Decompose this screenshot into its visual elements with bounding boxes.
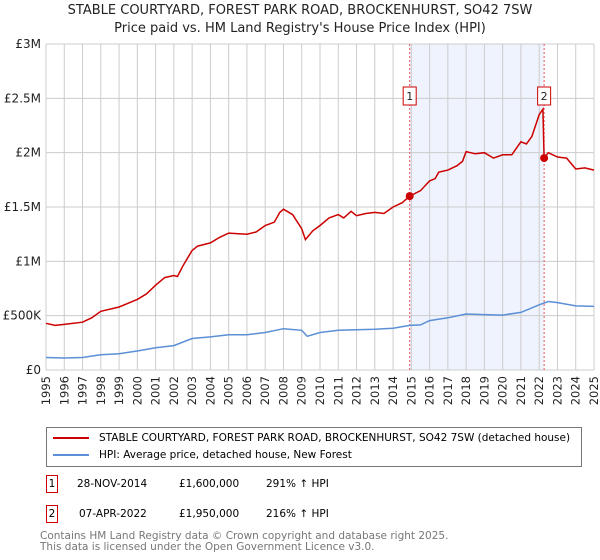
price-chart: £0 £500K £1M £1.5M £2M £2.5M £3M 1995 1996 1997 19… — [3, 37, 600, 405]
x-tick-label: 2023 — [550, 376, 564, 405]
x-tick-label: 2024 — [569, 376, 583, 405]
x-tick-label: 1996 — [57, 376, 71, 405]
footer-copyright: Contains HM Land Registry data © Crown c… — [40, 530, 449, 542]
x-tick-label: 2021 — [514, 376, 528, 405]
legend-item-hpi: HPI: Average price, detached house, New … — [53, 449, 352, 461]
x-tick-label: 2012 — [350, 376, 364, 405]
footer: Contains HM Land Registry data © Crown c… — [40, 531, 448, 553]
x-tick-label: 1995 — [39, 376, 53, 405]
transaction-price: £1,600,000 — [179, 478, 240, 490]
x-tick-label: 1998 — [94, 376, 108, 405]
x-tick-label: 2006 — [240, 376, 254, 405]
x-tick-label: 2007 — [258, 376, 272, 405]
x-tick-label: 2019 — [477, 376, 491, 405]
legend-item-property: STABLE COURTYARD, FOREST PARK ROAD, BROC… — [53, 432, 570, 444]
x-tick-label: 2020 — [496, 376, 510, 405]
y-tick-label: £1M — [15, 254, 41, 268]
x-tick-label: 2001 — [149, 376, 163, 405]
property-price-line — [45, 106, 595, 327]
transaction-date: 07-APR-2022 — [79, 508, 147, 520]
sale-badge — [402, 86, 417, 106]
y-tick-label: £2M — [15, 146, 41, 160]
sale-point — [540, 154, 549, 163]
y-tick-label: £0 — [26, 363, 41, 377]
sale-badge-label: 1 — [406, 90, 413, 103]
x-tick-label: 2022 — [532, 376, 546, 405]
x-tick-label: 1999 — [112, 376, 126, 405]
sale-point — [405, 192, 414, 201]
x-tick-label: 2008 — [276, 376, 290, 405]
transaction-badge: 2 — [46, 505, 58, 523]
y-tick-label: £2.5M — [4, 91, 41, 105]
footer-licence: This data is licensed under the Open Gov… — [40, 541, 375, 553]
x-tick-label: 2011 — [331, 376, 345, 405]
legend-label-property: STABLE COURTYARD, FOREST PARK ROAD, BROC… — [99, 432, 571, 444]
sale-badge — [537, 86, 552, 106]
x-tick-label: 2013 — [368, 376, 382, 405]
x-tick-label: 2017 — [441, 376, 455, 405]
transaction-hpi: 291% ↑ HPI — [266, 478, 329, 490]
x-tick-label: 2010 — [313, 376, 327, 405]
y-tick-label: £3M — [15, 37, 41, 51]
x-tick-label: 2005 — [222, 376, 236, 405]
x-tick-label: 1997 — [76, 376, 90, 405]
transaction-date: 28-NOV-2014 — [77, 478, 148, 490]
transaction-row: 2 07-APR-2022 £1,950,000 216% ↑ HPI — [46, 505, 546, 525]
x-tick-label: 2002 — [167, 376, 181, 405]
legend-label-hpi: HPI: Average price, detached house, New … — [99, 449, 352, 461]
x-tick-label: 2009 — [295, 376, 309, 405]
sale-badge-label: 2 — [541, 90, 548, 103]
x-tick-label: 2015 — [404, 376, 418, 405]
legend-swatch-property — [53, 437, 89, 439]
legend: STABLE COURTYARD, FOREST PARK ROAD, BROC… — [46, 427, 582, 467]
hpi-line — [45, 300, 595, 359]
y-tick-label: £1.5M — [4, 200, 41, 214]
transaction-hpi: 216% ↑ HPI — [266, 508, 329, 520]
y-tick-label: £500K — [3, 309, 43, 323]
x-tick-label: 2003 — [185, 376, 199, 405]
x-tick-label: 2014 — [386, 376, 400, 405]
x-tick-label: 2025 — [587, 376, 600, 405]
chart-title: STABLE COURTYARD, FOREST PARK ROAD, BROC… — [67, 3, 533, 18]
transaction-badge: 1 — [46, 475, 58, 493]
x-tick-label: 2004 — [203, 376, 217, 405]
chart-subtitle: Price paid vs. HM Land Registry's House … — [114, 21, 486, 36]
x-tick-label: 2018 — [459, 376, 473, 405]
transaction-price: £1,950,000 — [179, 508, 240, 520]
transaction-row: 1 28-NOV-2014 £1,600,000 291% ↑ HPI — [46, 475, 546, 495]
x-tick-label: 2016 — [423, 376, 437, 405]
x-tick-label: 2000 — [130, 376, 144, 405]
legend-swatch-hpi — [53, 454, 89, 456]
